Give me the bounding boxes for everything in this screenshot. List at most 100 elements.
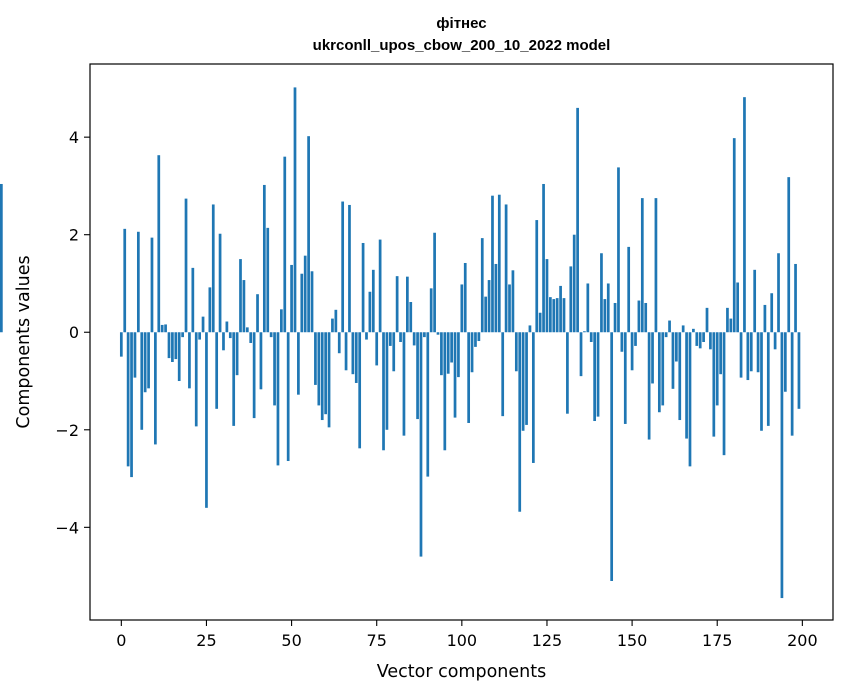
bar-139 bbox=[593, 332, 596, 422]
bar-191 bbox=[770, 293, 774, 333]
bar-60 bbox=[324, 332, 327, 415]
bar-178 bbox=[726, 307, 729, 333]
bar-166 bbox=[685, 332, 688, 439]
bar-165 bbox=[681, 325, 685, 333]
bar-6 bbox=[140, 332, 144, 430]
bar-56 bbox=[310, 271, 314, 333]
bar-37 bbox=[245, 327, 249, 333]
bar-84 bbox=[406, 276, 409, 333]
bar-140 bbox=[596, 332, 600, 417]
bar-53 bbox=[300, 273, 304, 333]
bar-52 bbox=[297, 332, 300, 395]
bar-103 bbox=[470, 332, 474, 373]
x-tick-label: 100 bbox=[447, 631, 478, 650]
bar-91 bbox=[429, 288, 433, 333]
bar-2 bbox=[126, 332, 130, 467]
bar-137 bbox=[586, 283, 590, 333]
bar-0 bbox=[119, 332, 123, 357]
bar-170 bbox=[698, 332, 702, 349]
bar-26 bbox=[208, 287, 212, 333]
bar-undefined bbox=[0, 183, 3, 333]
bar-66 bbox=[344, 332, 348, 371]
bar-15 bbox=[171, 332, 174, 362]
bar-151 bbox=[634, 332, 637, 346]
bar-81 bbox=[395, 276, 399, 333]
bar-31 bbox=[225, 321, 229, 333]
bar-9 bbox=[150, 237, 154, 333]
bar-177 bbox=[722, 332, 726, 456]
bar-50 bbox=[290, 264, 293, 333]
bar-163 bbox=[675, 332, 678, 362]
bar-174 bbox=[712, 332, 716, 437]
bar-168 bbox=[692, 328, 695, 333]
bar-41 bbox=[259, 332, 263, 390]
bar-141 bbox=[600, 253, 603, 333]
bar-132 bbox=[569, 266, 573, 333]
bar-144 bbox=[610, 332, 614, 581]
bar-192 bbox=[773, 332, 777, 350]
bar-77 bbox=[382, 332, 385, 451]
bar-182 bbox=[739, 332, 743, 378]
bar-109 bbox=[491, 195, 494, 333]
bar-5 bbox=[136, 231, 140, 333]
y-tick-label: 2 bbox=[69, 226, 79, 245]
bar-187 bbox=[756, 332, 760, 373]
bar-70 bbox=[358, 332, 362, 449]
bar-49 bbox=[286, 332, 290, 462]
bar-13 bbox=[164, 324, 167, 333]
bar-62 bbox=[331, 318, 334, 333]
bar-8 bbox=[147, 332, 150, 389]
bar-76 bbox=[378, 239, 382, 333]
bar-16 bbox=[174, 332, 178, 360]
bar-96 bbox=[446, 332, 450, 374]
bar-102 bbox=[467, 332, 471, 423]
bar-18 bbox=[181, 332, 184, 338]
x-tick-label: 75 bbox=[367, 631, 387, 650]
bar-27 bbox=[211, 204, 215, 333]
bar-118 bbox=[521, 332, 525, 431]
bar-64 bbox=[337, 332, 341, 354]
y-tick-label: −2 bbox=[55, 421, 79, 440]
bar-158 bbox=[657, 332, 661, 413]
bar-58 bbox=[317, 332, 321, 406]
bar-47 bbox=[280, 309, 283, 333]
bar-72 bbox=[365, 332, 368, 340]
bar-79 bbox=[388, 332, 392, 346]
bar-126 bbox=[549, 297, 552, 333]
bar-73 bbox=[368, 291, 372, 333]
bar-157 bbox=[654, 198, 658, 333]
bar-190 bbox=[766, 332, 770, 426]
bar-28 bbox=[215, 332, 219, 409]
bar-124 bbox=[542, 183, 545, 333]
bar-194 bbox=[780, 332, 784, 599]
bar-57 bbox=[314, 332, 317, 385]
bar-107 bbox=[484, 296, 488, 333]
x-axis-label: Vector components bbox=[377, 662, 546, 682]
bar-48 bbox=[283, 156, 287, 333]
bar-29 bbox=[218, 233, 222, 333]
bar-63 bbox=[334, 309, 338, 333]
bar-159 bbox=[661, 332, 665, 406]
bar-167 bbox=[688, 332, 692, 467]
bar-180 bbox=[732, 138, 736, 333]
bar-33 bbox=[232, 332, 236, 426]
y-axis-ticks: −4 −2 0 2 4 bbox=[55, 128, 90, 537]
bar-131 bbox=[566, 332, 569, 414]
bar-175 bbox=[715, 332, 719, 406]
bar-198 bbox=[794, 263, 797, 333]
bar-74 bbox=[371, 269, 375, 333]
bar-199 bbox=[797, 332, 801, 409]
bar-181 bbox=[736, 282, 740, 333]
bar-71 bbox=[361, 242, 365, 333]
x-axis-ticks: 0 25 50 75 100 125 150 175 200 bbox=[116, 620, 818, 650]
bar-143 bbox=[606, 283, 610, 333]
bar-117 bbox=[518, 332, 522, 512]
bar-149 bbox=[627, 246, 631, 333]
bar-65 bbox=[341, 201, 345, 333]
bar-104 bbox=[474, 332, 477, 347]
bar-162 bbox=[671, 332, 675, 389]
y-tick-label: −4 bbox=[55, 518, 79, 537]
bar-10 bbox=[154, 332, 157, 445]
bar-40 bbox=[256, 294, 259, 333]
bar-23 bbox=[198, 332, 201, 340]
